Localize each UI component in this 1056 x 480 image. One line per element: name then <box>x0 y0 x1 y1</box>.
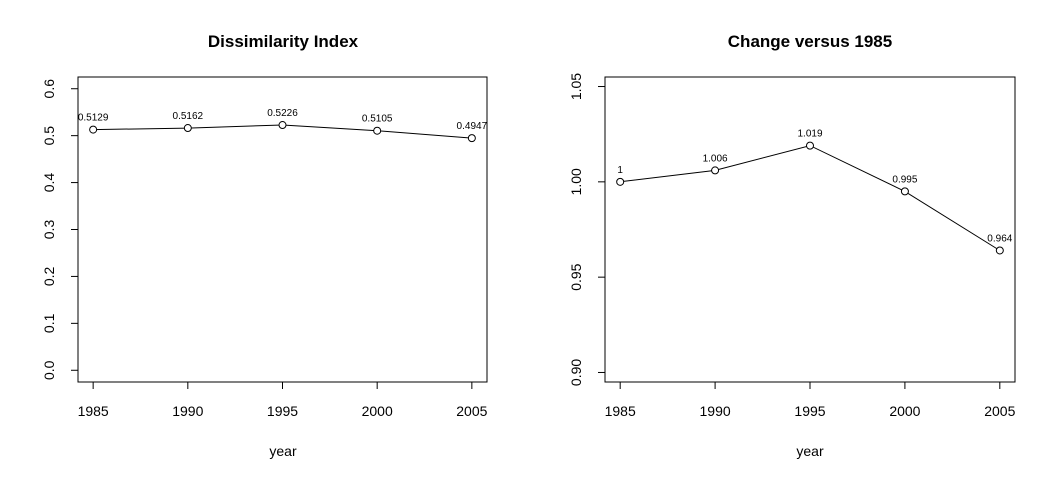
y-tick-label: 1.00 <box>568 168 584 195</box>
y-tick-label: 0.3 <box>41 220 57 240</box>
data-point <box>89 125 98 134</box>
data-label: 0.5105 <box>362 114 393 125</box>
y-tick-label: 0.4 <box>41 173 57 193</box>
data-point <box>806 141 814 150</box>
chart-title: Dissimilarity Index <box>208 32 359 51</box>
series-line <box>620 145 1001 251</box>
x-tick-label: 1990 <box>172 403 203 419</box>
data-label: 0.4947 <box>457 121 488 132</box>
y-tick-label: 0.2 <box>41 266 57 286</box>
y-tick-label: 0.1 <box>41 313 57 333</box>
data-label: 0.5162 <box>173 111 204 122</box>
x-axis-label: year <box>796 443 824 459</box>
y-tick-label: 0.90 <box>568 359 584 386</box>
data-label: 1.006 <box>703 153 728 164</box>
y-tick-label: 1.05 <box>568 73 584 100</box>
x-tick-label: 1985 <box>605 403 636 419</box>
data-point <box>900 187 909 196</box>
data-label: 0.5226 <box>267 108 298 119</box>
data-point <box>995 246 1004 255</box>
data-point <box>711 166 720 175</box>
y-tick-label: 0.0 <box>41 360 57 380</box>
y-tick-label: 0.95 <box>568 263 584 290</box>
x-tick-label: 2005 <box>984 403 1015 419</box>
y-tick-label: 0.5 <box>41 126 57 146</box>
chart-panel-dissimilarity-index: Dissimilarity Index year 1985 1990 1995 200… <box>41 32 488 459</box>
y-tick-label: 0.6 <box>41 79 57 99</box>
data-label: 0.5129 <box>78 113 109 124</box>
x-tick-label: 1990 <box>700 403 731 419</box>
plot-frame <box>604 76 1016 383</box>
x-tick-label: 2000 <box>362 403 393 419</box>
x-tick-label: 2005 <box>456 403 487 419</box>
data-point <box>616 177 625 186</box>
data-label: 1 <box>617 165 623 176</box>
x-tick-label: 2000 <box>889 403 920 419</box>
chart-panel-change-versus-1985: Change versus 1985 year 1985 1990 1995 2000… <box>568 32 1016 459</box>
x-tick-label: 1995 <box>267 403 298 419</box>
data-point <box>373 126 382 135</box>
data-label: 0.964 <box>987 233 1012 244</box>
x-axis-label: year <box>269 443 297 459</box>
data-point <box>467 134 476 143</box>
data-label: 0.995 <box>892 174 917 185</box>
x-tick-label: 1995 <box>794 403 825 419</box>
x-tick-label: 1985 <box>78 403 109 419</box>
data-point <box>278 121 287 130</box>
data-point <box>183 124 192 133</box>
chart-title: Change versus 1985 <box>728 32 892 51</box>
data-label: 1.019 <box>797 129 822 140</box>
